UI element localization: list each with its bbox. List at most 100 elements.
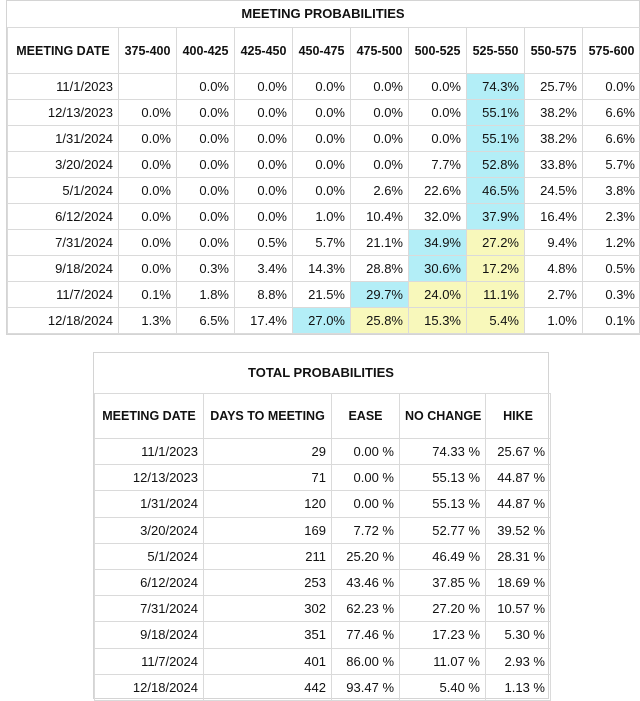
no-change-cell: 55.13 % (400, 465, 486, 491)
ease-cell: 86.00 % (332, 648, 400, 674)
probability-cell: 2.6% (351, 178, 409, 204)
probability-cell: 29.7% (351, 282, 409, 308)
probability-cell: 5.7% (583, 152, 640, 178)
col-header-rate: 575-600 (583, 28, 640, 74)
no-change-cell: 52.77 % (400, 517, 486, 543)
probability-cell: 25.7% (525, 74, 583, 100)
probability-cell: 0.0% (177, 230, 235, 256)
probability-cell: 22.6% (409, 178, 467, 204)
ease-cell: 93.47 % (332, 674, 400, 700)
probability-cell: 2.7% (525, 282, 583, 308)
hike-cell: 28.31 % (486, 543, 551, 569)
total-probabilities-table: MEETING DATE DAYS TO MEETING EASE NO CHA… (94, 393, 551, 701)
meeting-date-cell: 6/12/2024 (95, 569, 204, 595)
probability-cell: 0.0% (119, 230, 177, 256)
probability-cell: 0.0% (235, 74, 293, 100)
probability-cell: 38.2% (525, 126, 583, 152)
probability-cell: 0.0% (293, 178, 351, 204)
meeting-date-cell: 12/13/2023 (95, 465, 204, 491)
probability-cell: 0.0% (177, 126, 235, 152)
probability-cell: 0.3% (583, 282, 640, 308)
meeting-probabilities-title: MEETING PROBABILITIES (7, 1, 639, 27)
probability-cell: 2.3% (583, 204, 640, 230)
probability-cell: 0.0% (235, 178, 293, 204)
meeting-date-cell: 6/12/2024 (8, 204, 119, 230)
probability-cell: 17.2% (467, 256, 525, 282)
probability-cell: 0.0% (293, 152, 351, 178)
meeting-date-cell: 12/18/2024 (8, 308, 119, 334)
meeting-date-cell: 1/31/2024 (95, 491, 204, 517)
no-change-cell: 27.20 % (400, 596, 486, 622)
days-to-meeting-cell: 169 (204, 517, 332, 543)
probability-cell: 0.0% (583, 74, 640, 100)
probability-cell: 0.0% (119, 204, 177, 230)
days-to-meeting-cell: 253 (204, 569, 332, 595)
probability-cell: 1.0% (293, 204, 351, 230)
probability-cell: 0.0% (177, 74, 235, 100)
probability-cell: 0.5% (235, 230, 293, 256)
probability-cell: 0.0% (351, 74, 409, 100)
hike-cell: 44.87 % (486, 491, 551, 517)
probability-cell: 0.0% (235, 100, 293, 126)
meeting-date-cell: 12/18/2024 (95, 674, 204, 700)
meeting-date-cell: 11/1/2023 (8, 74, 119, 100)
probability-cell: 1.8% (177, 282, 235, 308)
probability-cell: 0.0% (177, 178, 235, 204)
days-to-meeting-cell: 120 (204, 491, 332, 517)
ease-cell: 0.00 % (332, 491, 400, 517)
hike-cell: 2.93 % (486, 648, 551, 674)
col-header-rate: 425-450 (235, 28, 293, 74)
ease-cell: 43.46 % (332, 569, 400, 595)
probability-cell: 74.3% (467, 74, 525, 100)
meeting-date-cell: 5/1/2024 (95, 543, 204, 569)
probability-cell: 15.3% (409, 308, 467, 334)
ease-cell: 7.72 % (332, 517, 400, 543)
probability-cell: 3.8% (583, 178, 640, 204)
meeting-date-cell: 11/7/2024 (8, 282, 119, 308)
days-to-meeting-cell: 29 (204, 439, 332, 465)
probability-cell: 0.0% (351, 126, 409, 152)
meeting-date-cell: 7/31/2024 (8, 230, 119, 256)
probability-cell: 0.0% (235, 126, 293, 152)
probability-cell: 33.8% (525, 152, 583, 178)
days-to-meeting-cell: 442 (204, 674, 332, 700)
no-change-cell: 5.40 % (400, 674, 486, 700)
meeting-date-cell: 12/13/2023 (8, 100, 119, 126)
probability-cell: 14.3% (293, 256, 351, 282)
probability-cell: 0.3% (177, 256, 235, 282)
probability-cell: 52.8% (467, 152, 525, 178)
ease-cell: 62.23 % (332, 596, 400, 622)
meeting-date-cell: 11/7/2024 (95, 648, 204, 674)
probability-cell: 0.0% (177, 152, 235, 178)
probability-cell: 55.1% (467, 126, 525, 152)
probability-cell: 10.4% (351, 204, 409, 230)
col-header-rate: 500-525 (409, 28, 467, 74)
probability-cell: 1.0% (525, 308, 583, 334)
days-to-meeting-cell: 302 (204, 596, 332, 622)
meeting-date-cell: 5/1/2024 (8, 178, 119, 204)
probability-cell: 5.4% (467, 308, 525, 334)
probability-cell: 16.4% (525, 204, 583, 230)
no-change-cell: 46.49 % (400, 543, 486, 569)
probability-cell: 7.7% (409, 152, 467, 178)
probability-cell: 6.6% (583, 100, 640, 126)
probability-cell: 27.2% (467, 230, 525, 256)
probability-cell: 4.8% (525, 256, 583, 282)
meeting-date-cell: 3/20/2024 (8, 152, 119, 178)
hike-cell: 44.87 % (486, 465, 551, 491)
ease-cell: 77.46 % (332, 622, 400, 648)
probability-cell: 0.0% (119, 178, 177, 204)
probability-cell: 1.3% (119, 308, 177, 334)
meeting-probabilities-table: MEETING DATE 375-400 400-425 425-450 450… (7, 27, 640, 334)
